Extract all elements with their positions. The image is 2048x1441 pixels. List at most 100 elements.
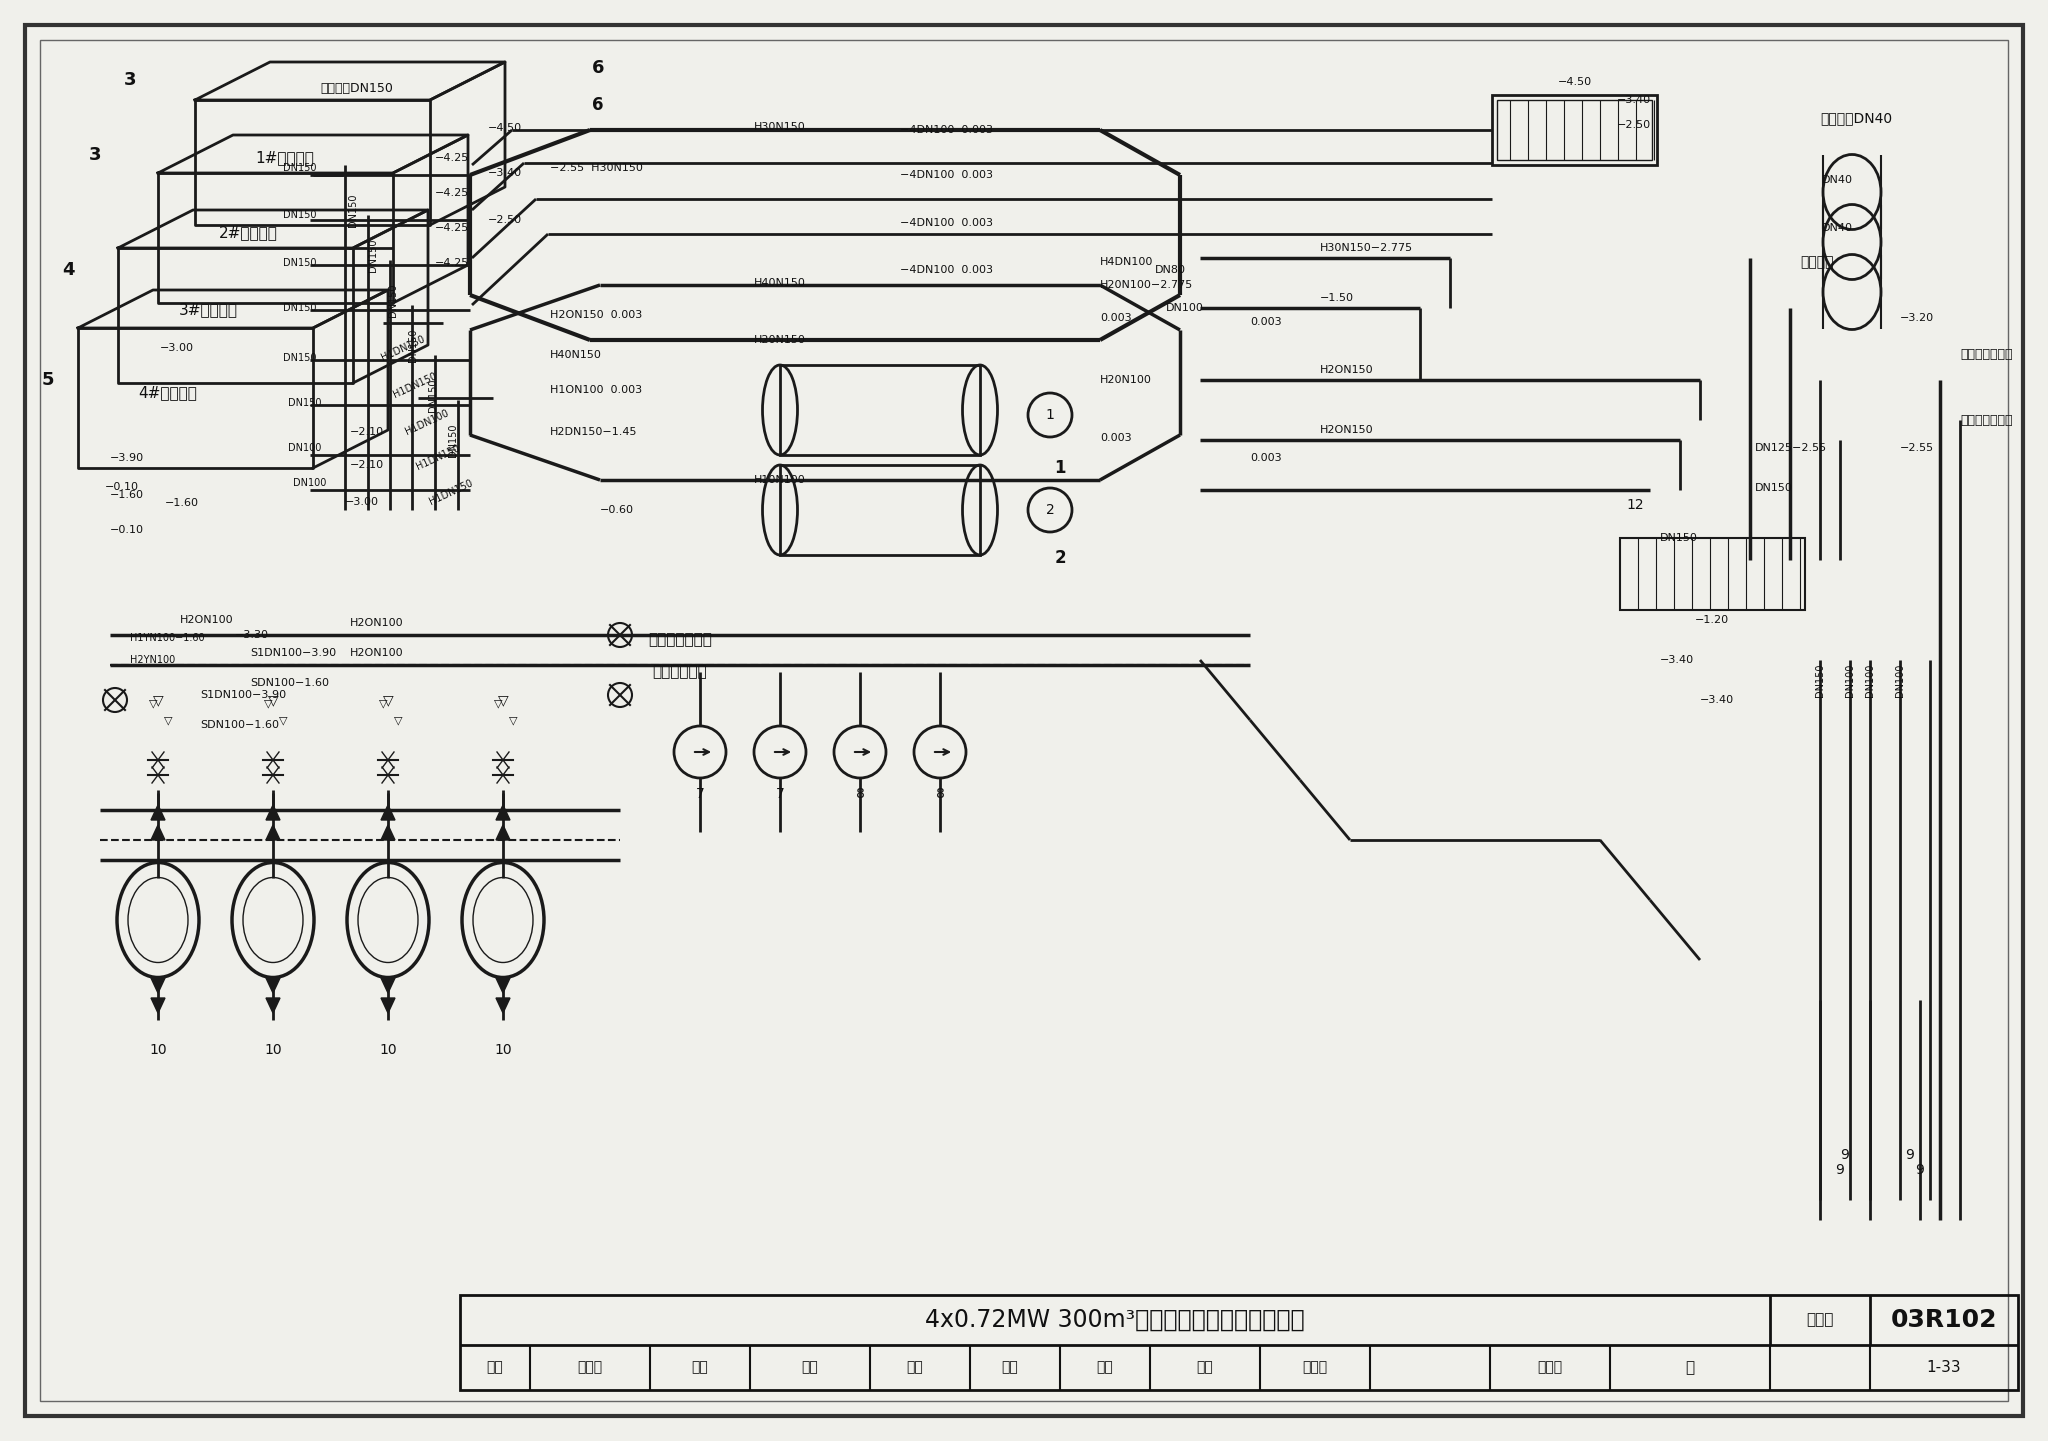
Text: ▽: ▽ (154, 693, 164, 708)
Polygon shape (266, 826, 281, 840)
Text: ▽: ▽ (393, 715, 401, 725)
Text: −2.50: −2.50 (487, 215, 522, 225)
Text: 5: 5 (41, 370, 53, 389)
Text: 接水补水DN40: 接水补水DN40 (1821, 111, 1892, 125)
Text: −3.20: −3.20 (1901, 313, 1933, 323)
Text: 1: 1 (1055, 460, 1065, 477)
Bar (780, 365, 981, 455)
Text: −0.10: −0.10 (111, 525, 143, 535)
Text: −2.10: −2.10 (350, 460, 385, 470)
Text: H2ON100: H2ON100 (180, 615, 233, 625)
Text: ▽: ▽ (164, 715, 172, 725)
Text: DN100: DN100 (1165, 303, 1204, 313)
Bar (1497, 99, 1653, 160)
Polygon shape (381, 999, 395, 1013)
Polygon shape (496, 978, 510, 993)
Text: DN150: DN150 (348, 193, 358, 226)
Text: ▽: ▽ (498, 693, 508, 708)
Polygon shape (152, 806, 166, 820)
Text: −3.40: −3.40 (1618, 95, 1651, 105)
Text: ▽: ▽ (494, 697, 502, 708)
Text: 3: 3 (88, 146, 100, 164)
Text: 9: 9 (1915, 1163, 1925, 1177)
Text: H2DN150−1.45: H2DN150−1.45 (551, 427, 637, 437)
Text: DN150: DN150 (283, 303, 317, 313)
Text: 1: 1 (1047, 408, 1055, 422)
Text: DN150: DN150 (283, 210, 317, 220)
Text: −1.60: −1.60 (166, 499, 199, 509)
Text: 8: 8 (856, 787, 864, 801)
Text: 8: 8 (936, 787, 944, 801)
Text: H1DN150: H1DN150 (391, 370, 438, 399)
Text: H1YN100−1.60: H1YN100−1.60 (129, 633, 205, 643)
Text: 审核: 审核 (487, 1360, 504, 1375)
Text: −3.40: −3.40 (1700, 695, 1735, 705)
Text: H30N150: H30N150 (754, 122, 805, 133)
Text: DN150: DN150 (369, 238, 379, 272)
Text: ▽: ▽ (508, 715, 518, 725)
Text: −4.25: −4.25 (434, 153, 469, 163)
Text: DN150: DN150 (428, 378, 438, 412)
Text: H2ON150: H2ON150 (1321, 365, 1374, 375)
Text: DN125−2.55: DN125−2.55 (1755, 442, 1827, 452)
Text: DN150: DN150 (408, 329, 418, 362)
Text: ▽: ▽ (264, 697, 272, 708)
Text: 2: 2 (1047, 503, 1055, 517)
Text: 9: 9 (1905, 1148, 1915, 1161)
Polygon shape (152, 999, 166, 1013)
Text: DN150: DN150 (1815, 663, 1825, 697)
Text: 至空调系统热水: 至空调系统热水 (1960, 349, 2013, 362)
Text: DN100: DN100 (1845, 663, 1855, 696)
Text: H2ON150  0.003: H2ON150 0.003 (551, 310, 643, 320)
Text: −4.25: −4.25 (434, 258, 469, 268)
Text: 6: 6 (592, 59, 604, 76)
Text: 03R102: 03R102 (1890, 1308, 1997, 1331)
Text: 全菊: 全菊 (1096, 1360, 1114, 1375)
Text: ▽: ▽ (268, 693, 279, 708)
Text: −2.55  H30N150: −2.55 H30N150 (551, 163, 643, 173)
Text: DN150: DN150 (289, 398, 322, 408)
Text: 2: 2 (1055, 549, 1065, 566)
Text: H4DN100: H4DN100 (1100, 256, 1153, 267)
Text: H1DN150: H1DN150 (381, 333, 426, 363)
Text: −3.00: −3.00 (160, 343, 195, 353)
Text: DN150: DN150 (283, 163, 317, 173)
Text: 校对: 校对 (692, 1360, 709, 1375)
Bar (1620, 537, 1804, 610)
Polygon shape (152, 978, 166, 993)
Text: −4.50: −4.50 (1559, 76, 1591, 86)
Text: 0.003: 0.003 (1249, 317, 1282, 327)
Text: 汤义庆: 汤义庆 (1538, 1360, 1563, 1375)
Text: H20N100−2.775: H20N100−2.775 (1100, 280, 1194, 290)
Text: 页: 页 (1686, 1360, 1694, 1375)
Text: SDN100−1.60: SDN100−1.60 (250, 679, 330, 687)
Text: 郭小珍: 郭小珍 (578, 1360, 602, 1375)
Text: −4.25: −4.25 (434, 187, 469, 197)
Text: 7: 7 (696, 787, 705, 801)
Text: 接自来水管道: 接自来水管道 (653, 664, 707, 680)
Text: 10: 10 (379, 1043, 397, 1058)
Bar (1493, 95, 1657, 166)
Text: 3#蓄热水筒: 3#蓄热水筒 (178, 303, 238, 317)
Text: DN150: DN150 (387, 284, 397, 317)
Text: 2#蓄热水筒: 2#蓄热水筒 (219, 225, 276, 241)
Polygon shape (496, 999, 510, 1013)
Text: 余海: 余海 (907, 1360, 924, 1375)
Text: 接自来水: 接自来水 (1800, 255, 1833, 269)
Polygon shape (381, 826, 395, 840)
Text: −4DN100  0.003: −4DN100 0.003 (899, 218, 993, 228)
Text: 1#蓄热水筒: 1#蓄热水筒 (256, 150, 315, 166)
Text: −3.40: −3.40 (487, 169, 522, 179)
Text: −2.50: −2.50 (1618, 120, 1651, 130)
Text: −0.10: −0.10 (104, 481, 139, 491)
Text: DN100: DN100 (1866, 663, 1876, 696)
Text: H10N100: H10N100 (754, 476, 805, 486)
Text: −1.60: −1.60 (111, 490, 143, 500)
Text: H2ON150: H2ON150 (1321, 425, 1374, 435)
Text: 3: 3 (123, 71, 137, 89)
Text: 9: 9 (1835, 1163, 1845, 1177)
Text: DN40: DN40 (1823, 223, 1853, 233)
Text: 余海: 余海 (801, 1360, 819, 1375)
Text: H2ON100: H2ON100 (350, 648, 403, 659)
Text: −1.50: −1.50 (1321, 293, 1354, 303)
